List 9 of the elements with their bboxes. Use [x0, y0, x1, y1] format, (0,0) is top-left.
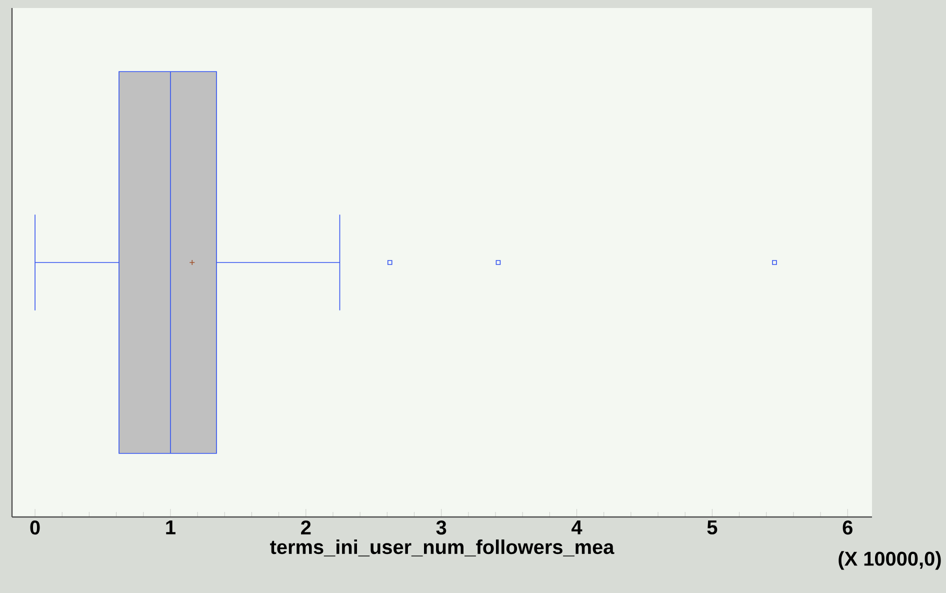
x-tick-label: 4 — [572, 520, 582, 534]
text: (X 10000,0) — [838, 551, 941, 570]
x-tick-label: 1 — [166, 520, 176, 534]
x-tick-label: 0 — [30, 520, 40, 535]
x-tick-label: 3 — [436, 520, 446, 535]
x-tick-label: 5 — [707, 520, 718, 534]
x-tick-label: 2 — [301, 520, 311, 534]
x-axis-title: terms_ini_user_num_followers_mea — [270, 539, 614, 556]
x-tick-label: 6 — [842, 520, 852, 535]
